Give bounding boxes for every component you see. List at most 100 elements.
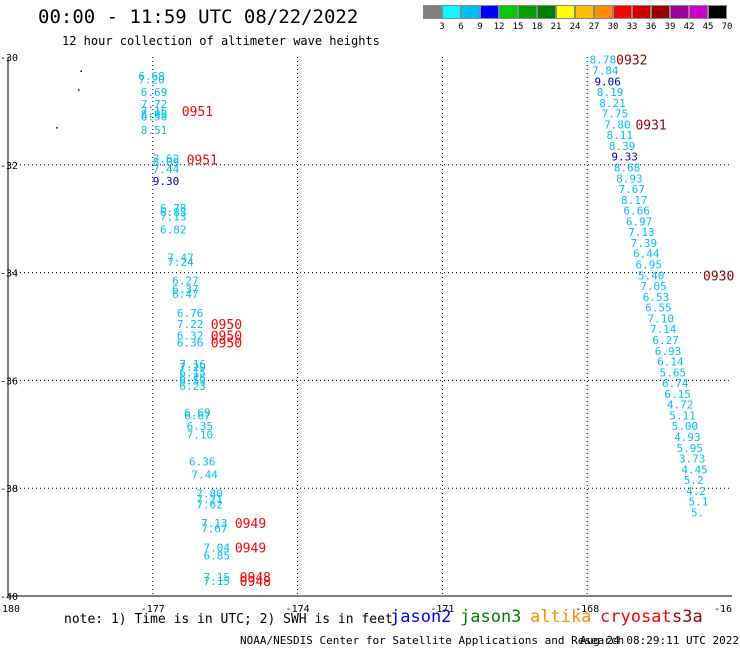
scatter-point (80, 70, 82, 72)
scatter-point (77, 89, 80, 91)
wave-height-label: 6.47 (172, 288, 199, 301)
wave-height-label: 7.15 (203, 571, 230, 584)
wave-height-label: 7.72 (141, 98, 168, 111)
wave-height-label: 6.15 (664, 388, 691, 401)
colorbar-swatch (556, 5, 575, 19)
colorbar-swatch (651, 5, 670, 19)
legend-jason2: jason2 (390, 607, 452, 627)
wave-height-label: 6.55 (645, 302, 672, 315)
x-tick-label: -171 (430, 604, 454, 615)
wave-height-label: 6.82 (160, 223, 187, 236)
colorbar-swatch (613, 5, 632, 19)
wave-height-label: 7.75 (602, 108, 629, 121)
wave-height-label: 7.13 (628, 226, 655, 239)
wave-height-label: 6.95 (635, 259, 662, 272)
wave-height-label: 6.36 (189, 455, 216, 468)
wave-height-label: 8.11 (607, 129, 634, 142)
time-label: 0948 (240, 571, 271, 586)
colorbar-swatch (518, 5, 537, 19)
wave-height-label: 4.2 (686, 485, 706, 498)
wave-height-label: 7.80 (604, 118, 631, 131)
wave-height-label: 8.51 (141, 124, 168, 137)
wave-height-label: 7.15 (203, 575, 230, 588)
colorbar-label: 30 (607, 22, 619, 32)
wave-height-label: 3.73 (679, 453, 706, 466)
wave-height-label: 8.78 (590, 54, 617, 67)
colorbar-label: 36 (645, 22, 657, 32)
time-label: 0951 (182, 105, 213, 120)
wave-height-label: 6.66 (623, 205, 650, 218)
wave-height-label: 6.27 (652, 334, 679, 347)
wave-height-label: 7.62 (196, 498, 223, 511)
y-tick-label: -40 (0, 592, 18, 603)
time-label: 0931 (635, 118, 666, 133)
colorbar-label: 27 (588, 22, 600, 32)
wave-height-label: 5. (691, 506, 704, 519)
time-label: 0949 (235, 541, 266, 556)
wave-height-label: 7.22 (177, 318, 204, 331)
wave-height-label: 7.47 (167, 252, 194, 265)
time-label: 0950 (211, 318, 242, 333)
time-label: 0930 (703, 269, 734, 284)
wave-height-label: 7.44 (191, 469, 218, 482)
wave-height-label: 7.10 (187, 428, 214, 441)
colorbar-label: 12 (493, 22, 505, 32)
time-label: 0950 (211, 337, 242, 352)
wave-height-label: 6.58 (141, 110, 168, 123)
colorbar-label: 18 (531, 22, 543, 32)
wave-height-label: 6.69 (184, 407, 211, 420)
colorbar-label: 45 (702, 22, 714, 32)
wave-height-label: 6.14 (657, 356, 684, 369)
wave-height-label: 7.10 (648, 312, 675, 325)
wave-height-label: 6.59 (179, 374, 206, 387)
colorbar-swatch (461, 5, 480, 19)
wave-height-label: 6.36 (177, 337, 204, 350)
time-label: 0949 (235, 517, 266, 532)
colorbar-label: 70 (721, 22, 733, 32)
x-tick-label: -177 (141, 604, 165, 615)
wave-height-label: 6.67 (184, 409, 211, 422)
page-title: 00:00 - 11:59 UTC 08/22/2022 (38, 6, 359, 28)
wave-height-label: 7.05 (640, 280, 667, 293)
colorbar-label: 3 (439, 22, 445, 32)
scatter-point (56, 127, 58, 129)
colorbar-swatch (689, 5, 708, 19)
wave-height-label: 7.14 (650, 323, 677, 336)
wave-height-label: 8.68 (614, 161, 641, 174)
wave-height-label: 7.15 (141, 105, 168, 118)
wave-height-label: 6.85 (203, 550, 230, 563)
wave-height-label: 8.05 (141, 108, 168, 121)
wave-height-label: 7.21 (196, 493, 223, 506)
colorbar-swatch (575, 5, 594, 19)
wave-height-label: 6.97 (626, 215, 653, 228)
wave-height-label: 6.23 (179, 380, 206, 393)
wave-height-label: 4.45 (681, 463, 708, 476)
credit-text: NOAA/NESDIS Center for Satellite Applica… (240, 634, 625, 647)
wave-height-label: 5.00 (672, 420, 699, 433)
wave-height-label: 5.65 (660, 366, 687, 379)
wave-height-label: 8.21 (599, 97, 626, 110)
x-tick-label: -180 (0, 604, 20, 615)
footer-note: note: 1) Time is in UTC; 2) SWH is in fe… (64, 612, 393, 627)
wave-height-label: 7.80 (196, 488, 223, 501)
wave-height-label: 5.95 (676, 442, 703, 455)
wave-height-label: 7.20 (138, 74, 165, 87)
wave-height-label: 6.15 (179, 366, 206, 379)
wave-height-label: 7.29 (179, 361, 206, 374)
colorbar-swatch (423, 5, 442, 19)
generated-timestamp: Aug 24 08:29:11 UTC 2022 (580, 634, 739, 647)
wave-height-label: 7.62 (153, 152, 180, 165)
wave-height-label: 8.93 (616, 172, 643, 185)
wave-height-label: 6.93 (655, 345, 682, 358)
colorbar-swatch (594, 5, 613, 19)
wave-height-label: 7.39 (631, 237, 658, 250)
legend-altika: altika (530, 607, 592, 627)
colorbar-label: 6 (458, 22, 464, 32)
wave-height-label: 9.33 (611, 151, 638, 164)
colorbar-label: 24 (569, 22, 581, 32)
wave-height-label: 6.37 (172, 283, 199, 296)
colorbar-swatch (708, 5, 727, 19)
colorbar-label: 42 (683, 22, 695, 32)
legend-s3a: s3a (672, 607, 703, 627)
time-label: 0951 (187, 153, 218, 168)
